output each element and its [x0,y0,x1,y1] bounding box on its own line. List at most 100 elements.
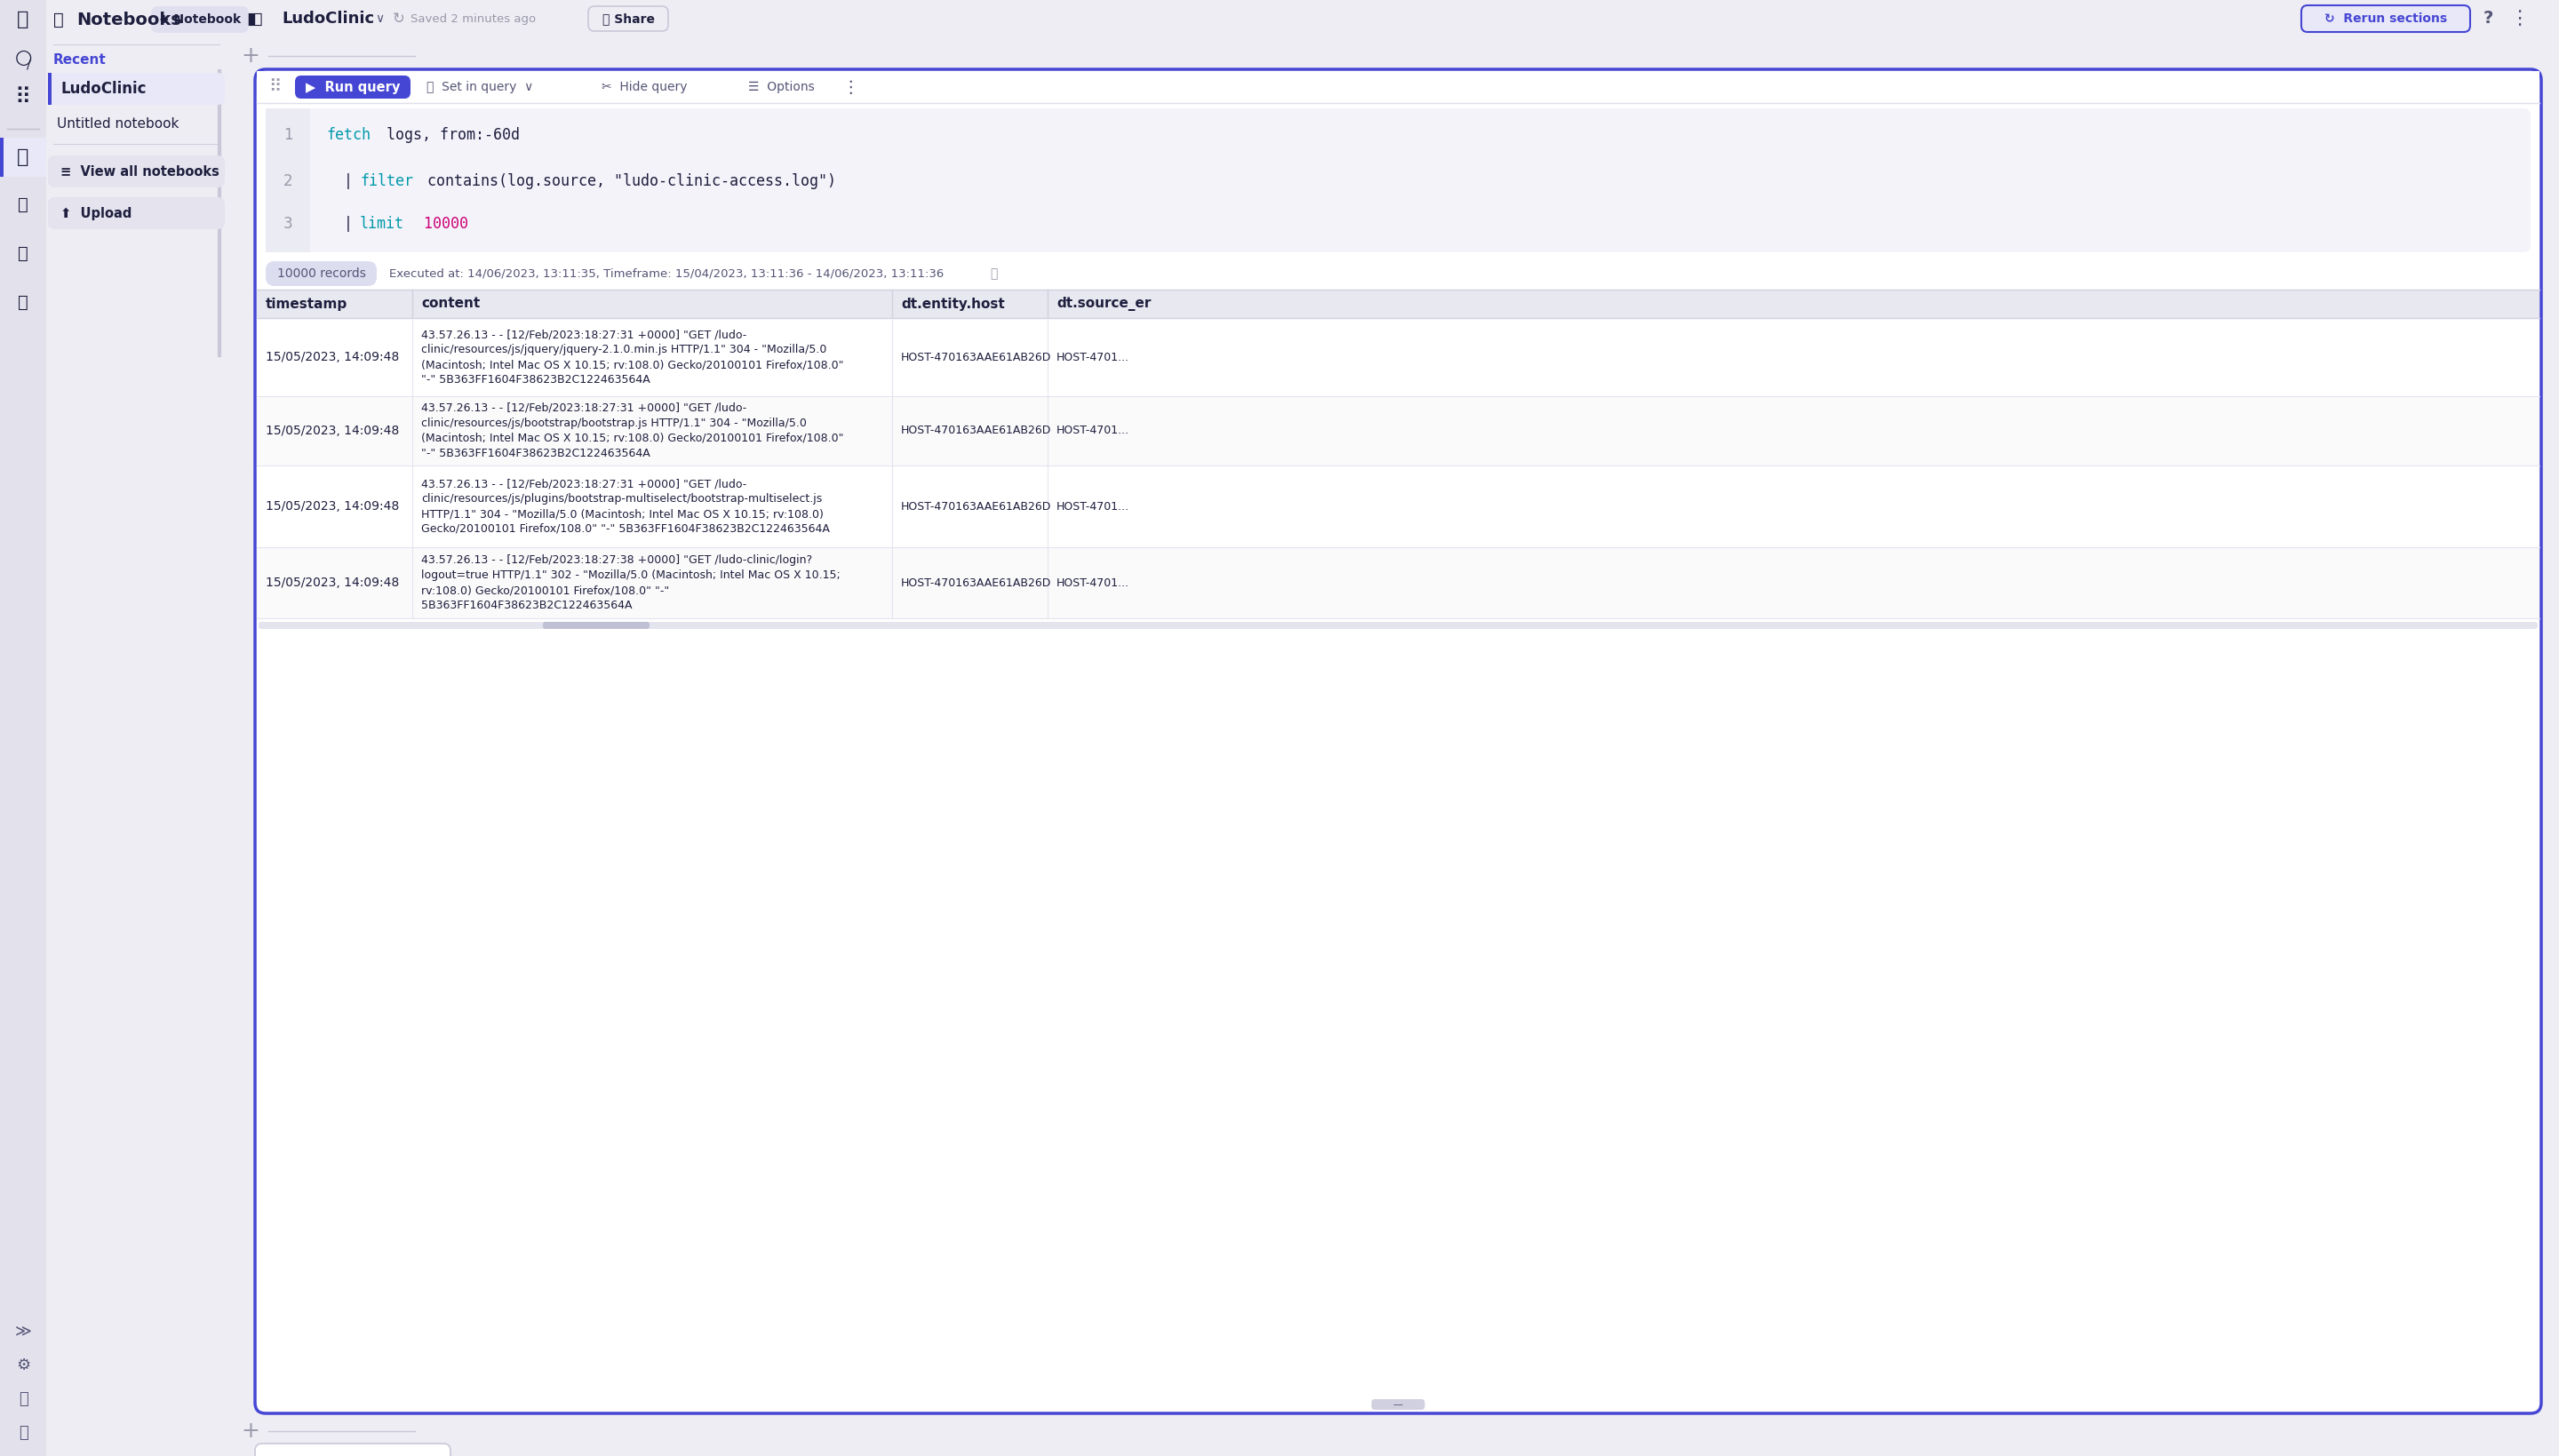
Text: Executed at: 14/06/2023, 13:11:35, Timeframe: 15/04/2023, 13:11:36 - 14/06/2023,: Executed at: 14/06/2023, 13:11:35, Timef… [389,268,944,280]
Text: 5B363FF1604F38623B2C122463564A: 5B363FF1604F38623B2C122463564A [422,600,632,612]
Text: 15/05/2023, 14:09:48: 15/05/2023, 14:09:48 [266,577,399,590]
Text: 15/05/2023, 14:09:48: 15/05/2023, 14:09:48 [266,351,399,364]
Text: ✂  Hide query: ✂ Hide query [601,82,688,93]
Bar [0,138,3,176]
Text: 15/05/2023, 14:09:48: 15/05/2023, 14:09:48 [266,501,399,513]
Text: ⋮: ⋮ [842,79,860,96]
FancyBboxPatch shape [49,73,225,105]
Text: Recent: Recent [54,54,107,67]
Text: 🏠: 🏠 [18,197,28,213]
Text: "-" 5B363FF1604F38623B2C122463564A: "-" 5B363FF1604F38623B2C122463564A [422,374,650,386]
Bar [256,396,2539,466]
Bar [256,466,2539,547]
FancyBboxPatch shape [258,622,2539,629]
Text: ≡  View all notebooks: ≡ View all notebooks [61,165,220,178]
Text: LudoClinic: LudoClinic [61,82,146,98]
Text: ⬛: ⬛ [18,10,28,29]
Text: HTTP/1.1" 304 - "Mozilla/5.0 (Macintosh; Intel Mac OS X 10.15; rv:108.0): HTTP/1.1" 304 - "Mozilla/5.0 (Macintosh;… [422,508,824,520]
Text: contains(log.source, "ludo-clinic-access.log"): contains(log.source, "ludo-clinic-access… [420,173,837,189]
Text: ⠿: ⠿ [15,87,31,108]
Text: 👥 Share: 👥 Share [601,13,655,25]
FancyBboxPatch shape [1372,1399,1425,1409]
Text: ⋮: ⋮ [2510,10,2528,28]
Text: logs, from:-60d: logs, from:-60d [379,127,519,143]
Text: logout=true HTTP/1.1" 302 - "Mozilla/5.0 (Macintosh; Intel Mac OS X 10.15;: logout=true HTTP/1.1" 302 - "Mozilla/5.0… [422,569,839,581]
Bar [228,0,2559,38]
Text: 43.57.26.13 - - [12/Feb/2023:18:27:31 +0000] "GET /ludo-: 43.57.26.13 - - [12/Feb/2023:18:27:31 +0… [422,329,747,341]
Text: HOST-470163AAE61AB26D: HOST-470163AAE61AB26D [901,425,1052,437]
FancyBboxPatch shape [2301,6,2469,32]
Text: ⚙: ⚙ [15,1357,31,1373]
Text: Gecko/20100101 Firefox/108.0" "-" 5B363FF1604F38623B2C122463564A: Gecko/20100101 Firefox/108.0" "-" 5B363F… [422,523,829,534]
Text: Untitled notebook: Untitled notebook [56,118,179,131]
Text: content: content [422,297,481,310]
Text: 👤: 👤 [18,1425,28,1441]
Bar [256,547,2539,619]
Text: +: + [241,45,261,67]
Text: ≫: ≫ [15,1324,31,1340]
Bar [0,138,46,176]
Text: ↻  Rerun sections: ↻ Rerun sections [2324,13,2446,25]
Bar [256,317,2539,396]
FancyBboxPatch shape [266,108,2531,252]
Text: 43.57.26.13 - - [12/Feb/2023:18:27:38 +0000] "GET /ludo-clinic/login?: 43.57.26.13 - - [12/Feb/2023:18:27:38 +0… [422,555,811,566]
FancyBboxPatch shape [256,1443,450,1456]
Text: |: | [325,173,361,189]
Text: + Notebook: + Notebook [159,13,241,26]
Text: 📓: 📓 [54,12,64,28]
Text: ∨: ∨ [376,13,384,25]
Bar [256,290,2539,317]
Text: ⠿: ⠿ [269,79,281,96]
Text: HOST-470163AAE61AB26D: HOST-470163AAE61AB26D [901,501,1052,513]
Text: 🔀: 🔀 [18,245,28,262]
Text: HOST-470163AAE61AB26D: HOST-470163AAE61AB26D [901,351,1052,363]
Text: clinic/resources/js/plugins/bootstrap-multiselect/bootstrap-multiselect.js: clinic/resources/js/plugins/bootstrap-mu… [422,494,821,505]
Text: 43.57.26.13 - - [12/Feb/2023:18:27:31 +0000] "GET /ludo-: 43.57.26.13 - - [12/Feb/2023:18:27:31 +0… [422,402,747,414]
Text: HOST-470163AAE61AB26D: HOST-470163AAE61AB26D [901,577,1052,588]
Text: 1: 1 [284,127,292,143]
Text: ▶  Run query: ▶ Run query [305,80,399,93]
Text: ⏱  Set in query  ∨: ⏱ Set in query ∨ [427,82,532,93]
Text: fetch: fetch [325,127,371,143]
Text: HOST-4701...: HOST-4701... [1057,501,1129,513]
Text: ⬆  Upload: ⬆ Upload [61,207,133,220]
Text: HOST-4701...: HOST-4701... [1057,425,1129,437]
Text: ↻: ↻ [392,10,404,26]
Bar [49,73,51,105]
Text: dt.entity.host: dt.entity.host [901,297,1006,310]
Text: ◧: ◧ [246,10,264,28]
Text: "-" 5B363FF1604F38623B2C122463564A: "-" 5B363FF1604F38623B2C122463564A [422,448,650,459]
Text: filter: filter [361,173,412,189]
Text: Notebooks: Notebooks [77,12,182,28]
Text: clinic/resources/js/jquery/jquery-2.1.0.min.js HTTP/1.1" 304 - "Mozilla/5.0: clinic/resources/js/jquery/jquery-2.1.0.… [422,344,827,355]
Bar [256,71,2539,103]
Text: /: / [26,58,31,70]
Text: 10000 records: 10000 records [276,268,366,280]
FancyBboxPatch shape [49,197,225,229]
Text: ○: ○ [15,50,31,67]
Text: LudoClinic: LudoClinic [281,10,374,26]
Text: —: — [1392,1401,1402,1409]
Text: clinic/resources/js/bootstrap/bootstrap.js HTTP/1.1" 304 - "Mozilla/5.0: clinic/resources/js/bootstrap/bootstrap.… [422,418,806,430]
Text: 📚: 📚 [18,149,28,166]
Text: HOST-4701...: HOST-4701... [1057,577,1129,588]
Text: 📊: 📊 [18,1390,28,1406]
Text: 🔵: 🔵 [18,294,28,310]
Bar [46,0,228,1456]
Text: 15/05/2023, 14:09:48: 15/05/2023, 14:09:48 [266,425,399,437]
FancyBboxPatch shape [294,76,409,99]
Text: (Macintosh; Intel Mac OS X 10.15; rv:108.0) Gecko/20100101 Firefox/108.0": (Macintosh; Intel Mac OS X 10.15; rv:108… [422,432,844,444]
Text: ⓘ: ⓘ [990,268,998,280]
FancyBboxPatch shape [256,70,2541,1414]
Text: 43.57.26.13 - - [12/Feb/2023:18:27:31 +0000] "GET /ludo-: 43.57.26.13 - - [12/Feb/2023:18:27:31 +0… [422,478,747,489]
Bar [0,0,46,1456]
Text: dt.source_er: dt.source_er [1057,297,1152,312]
Text: rv:108.0) Gecko/20100101 Firefox/108.0" "-": rv:108.0) Gecko/20100101 Firefox/108.0" … [422,584,670,596]
Text: 2: 2 [284,173,292,189]
Text: timestamp: timestamp [266,297,348,310]
Bar [266,108,310,252]
FancyBboxPatch shape [266,261,376,285]
FancyBboxPatch shape [151,6,248,33]
FancyBboxPatch shape [543,622,650,629]
Text: HOST-4701...: HOST-4701... [1057,351,1129,363]
